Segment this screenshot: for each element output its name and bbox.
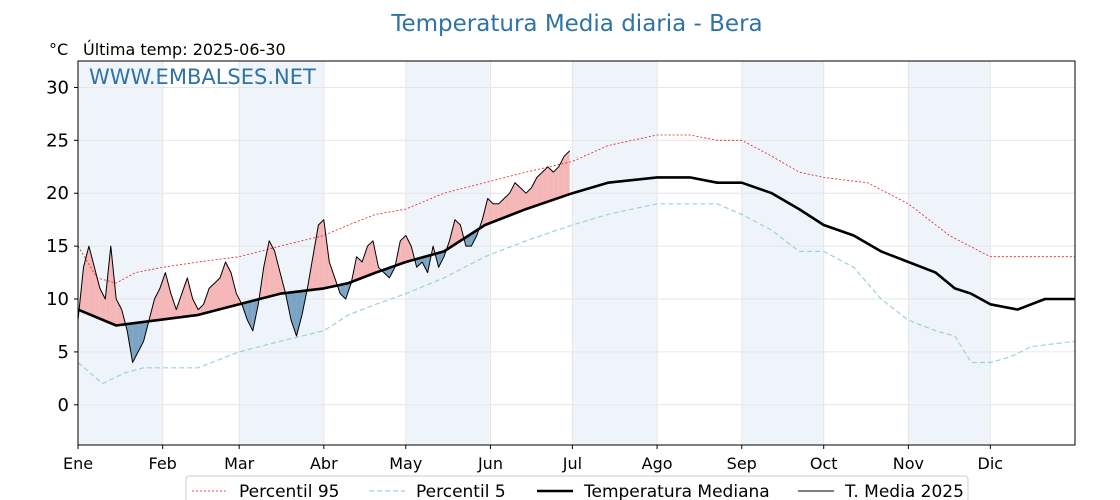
anomaly-fill-49	[209, 283, 215, 313]
anomaly-fill-73	[274, 251, 281, 296]
legend-label-p5: Percentil 5	[416, 482, 506, 500]
series-line-median	[77, 176, 1075, 327]
series-line-year	[77, 150, 571, 363]
legend-box	[185, 475, 969, 500]
anomaly-fill-97	[340, 283, 346, 300]
anomaly-fill-37	[176, 293, 182, 318]
anomaly-fill-41	[187, 277, 193, 317]
month-shade-Sep	[741, 61, 824, 445]
anomaly-fill-7	[94, 267, 100, 319]
anomaly-fill-87	[312, 224, 319, 290]
x-tick-label-Jun: Jun	[477, 454, 503, 473]
month-shade-May	[405, 61, 491, 445]
anomaly-fill-107	[367, 240, 374, 276]
anomaly-fill-89	[318, 219, 324, 290]
anomaly-fill-53	[220, 261, 226, 310]
anomaly-fill-155	[498, 198, 505, 220]
legend-label-year: T. Media 2025	[844, 482, 964, 500]
x-tick-label-Ene: Ene	[63, 454, 93, 473]
anomaly-fill-167	[531, 177, 537, 208]
x-tick-label-Jul: Jul	[562, 454, 582, 473]
y-tick-label-30: 30	[46, 77, 69, 98]
legend-label-median: Temperatura Mediana	[583, 482, 770, 500]
anomaly-fill-51	[214, 277, 221, 311]
anomaly-fill-47	[203, 288, 210, 314]
y-tick-label-25: 25	[46, 130, 69, 151]
x-tick-label-Oct: Oct	[810, 454, 838, 473]
anomaly-fill-45	[198, 304, 204, 315]
x-axis: Ene Feb Mar Abr May Jun Jul Ago Sep Oct Nov Dic	[63, 445, 1003, 473]
anomaly-fill-175	[553, 166, 559, 200]
anomaly-fill-119	[400, 235, 406, 264]
x-tick-label-Mar: Mar	[224, 454, 255, 473]
anomaly-fill-163	[520, 187, 526, 212]
anomaly-fill-15	[116, 299, 122, 326]
anomaly-fill-127	[422, 255, 428, 273]
plot-frame	[77, 60, 1076, 446]
anomaly-fill-31	[159, 272, 166, 320]
chart-title: Temperatura Media diaria - Bera	[390, 11, 762, 37]
month-shade-Nov	[908, 61, 991, 445]
legend-label-p95: Percentil 95	[239, 482, 339, 500]
anomaly-fill-157	[504, 193, 510, 218]
legend: Percentil 95 Percentil 5 Temperatura Med…	[185, 475, 969, 500]
anomaly-fill-179	[564, 150, 570, 197]
series-line-p5	[77, 203, 1076, 385]
y-tick-label-10: 10	[46, 289, 69, 310]
x-tick-label-Nov: Nov	[893, 454, 924, 473]
anomaly-fill-171	[542, 166, 548, 204]
y-tick-label-15: 15	[46, 236, 69, 257]
anomaly-fill-133	[438, 251, 445, 268]
anomaly-fill-71	[269, 240, 275, 297]
anomaly-fill-11	[105, 246, 111, 324]
x-tick-label-May: May	[389, 454, 422, 473]
month-shade-Ene	[78, 61, 163, 445]
x-tick-label-Feb: Feb	[149, 454, 177, 473]
anomaly-fill-33	[165, 272, 171, 320]
series-line-p95	[77, 134, 1075, 284]
anomaly-fill-103	[356, 256, 363, 280]
anomaly-fill-63	[247, 300, 253, 331]
anomaly-fill-153	[493, 203, 499, 222]
x-tick-label-Abr: Abr	[310, 454, 338, 473]
x-tick-label-Ago: Ago	[642, 454, 673, 473]
anomaly-fill-13	[110, 246, 117, 326]
anomaly-fill-165	[525, 187, 532, 210]
month-shading	[78, 61, 991, 445]
anomaly-fill-57	[230, 272, 237, 307]
y-tick-label-0: 0	[58, 395, 69, 416]
anomaly-fill-169	[536, 172, 543, 206]
anomaly-fill-121	[405, 235, 412, 262]
y-axis: 0 5 10 15 20 25 30	[46, 77, 78, 416]
month-shade-Jul	[572, 61, 658, 445]
anomaly-fill-93	[329, 261, 335, 288]
anomaly-fill-23	[138, 321, 144, 352]
x-tick-label-Dic: Dic	[978, 454, 1004, 473]
y-tick-label-20: 20	[46, 183, 69, 204]
x-tick-label-Sep: Sep	[727, 454, 757, 473]
anomaly-fill-161	[515, 182, 521, 214]
anomaly-fill-69	[263, 240, 270, 298]
unit-label: °C	[49, 40, 68, 59]
month-shade-Mar	[239, 61, 324, 445]
y-tick-label-5: 5	[58, 342, 69, 363]
anomaly-fill-35	[170, 293, 177, 319]
anomaly-fill-151	[487, 198, 494, 224]
anomaly-fill-55	[225, 261, 231, 308]
anomaly-fill-43	[192, 299, 199, 316]
series-lines	[77, 134, 1076, 385]
last-temp-label: Última temp: 2025-06-30	[83, 40, 286, 59]
anomaly-fill-39	[181, 277, 188, 317]
anomaly-fill-91	[323, 219, 330, 289]
anomaly-fill-105	[362, 246, 368, 278]
anomaly-fill-139	[454, 219, 461, 245]
anomaly-fill-21	[132, 322, 139, 363]
anomaly-fill-177	[558, 156, 565, 198]
anomaly-fill-173	[547, 166, 554, 202]
watermark: WWW.EMBALSES.NET	[89, 65, 316, 89]
anomaly-fill-81	[296, 291, 302, 337]
anomaly-fill-79	[291, 291, 297, 337]
